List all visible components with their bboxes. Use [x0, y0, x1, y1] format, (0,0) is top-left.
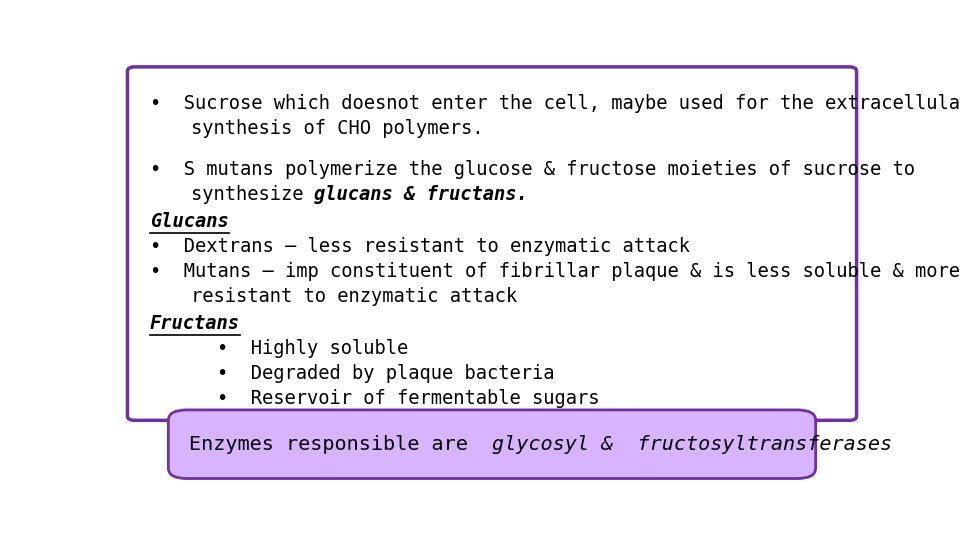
- FancyBboxPatch shape: [128, 67, 856, 420]
- Text: Enzymes responsible are: Enzymes responsible are: [189, 435, 492, 454]
- Text: synthesize: synthesize: [191, 185, 315, 204]
- Text: synthesis of CHO polymers.: synthesis of CHO polymers.: [191, 119, 483, 138]
- Text: •  Degraded by plaque bacteria: • Degraded by plaque bacteria: [217, 364, 554, 383]
- Text: •  Dextrans – less resistant to enzymatic attack: • Dextrans – less resistant to enzymatic…: [150, 238, 689, 256]
- Text: •  S mutans polymerize the glucose & fructose moieties of sucrose to: • S mutans polymerize the glucose & fruc…: [150, 160, 915, 179]
- Text: Glucans: Glucans: [150, 212, 228, 232]
- Text: resistant to enzymatic attack: resistant to enzymatic attack: [191, 287, 516, 306]
- Text: •  Mutans – imp constituent of fibrillar plaque & is less soluble & more: • Mutans – imp constituent of fibrillar …: [150, 262, 960, 281]
- Text: glycosyl &  fructosyltransferases: glycosyl & fructosyltransferases: [492, 435, 892, 454]
- FancyBboxPatch shape: [168, 410, 816, 478]
- Text: •  Sucrose which doesnot enter the cell, maybe used for the extracellular: • Sucrose which doesnot enter the cell, …: [150, 94, 960, 113]
- Text: •  Highly soluble: • Highly soluble: [217, 339, 408, 358]
- Text: Fructans: Fructans: [150, 314, 240, 333]
- Text: •  Reservoir of fermentable sugars: • Reservoir of fermentable sugars: [217, 389, 599, 408]
- Text: glucans & fructans.: glucans & fructans.: [315, 185, 528, 204]
